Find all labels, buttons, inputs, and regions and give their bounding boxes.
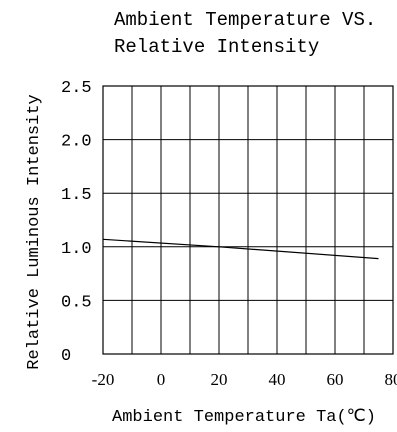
x-axis-label: Ambient Temperature Ta(℃)	[112, 408, 376, 427]
plot-frame	[102, 85, 394, 355]
y-tick-label: 1.5	[61, 186, 92, 205]
x-tick-label: 40	[269, 370, 286, 389]
x-tick-label: 60	[327, 370, 344, 389]
y-tick-label: 0.5	[61, 293, 92, 312]
chart-title-line-2: Relative Intensity	[114, 36, 319, 58]
x-axis-ticks: -20 0 20 40 60 80	[92, 370, 397, 389]
y-tick-label: 0	[61, 347, 71, 366]
chart-grid	[103, 86, 393, 354]
chart-title-line-1: Ambient Temperature VS.	[114, 9, 376, 31]
y-tick-label: 1.0	[61, 240, 92, 259]
x-tick-label: 0	[157, 370, 166, 389]
chart-title: Ambient Temperature VS. Relative Intensi…	[114, 9, 376, 58]
x-tick-label: 20	[211, 370, 228, 389]
y-axis-label: Relative Luminous Intensity	[25, 94, 44, 369]
series-line	[102, 238, 379, 260]
y-axis-ticks: 0 0.5 1.0 1.5 2.0 2.5	[61, 79, 92, 366]
x-tick-label: -20	[92, 370, 115, 389]
x-tick-label: 80	[385, 370, 397, 389]
y-tick-label: 2.5	[61, 79, 92, 98]
chart-series	[102, 238, 379, 260]
y-tick-label: 2.0	[61, 133, 92, 152]
